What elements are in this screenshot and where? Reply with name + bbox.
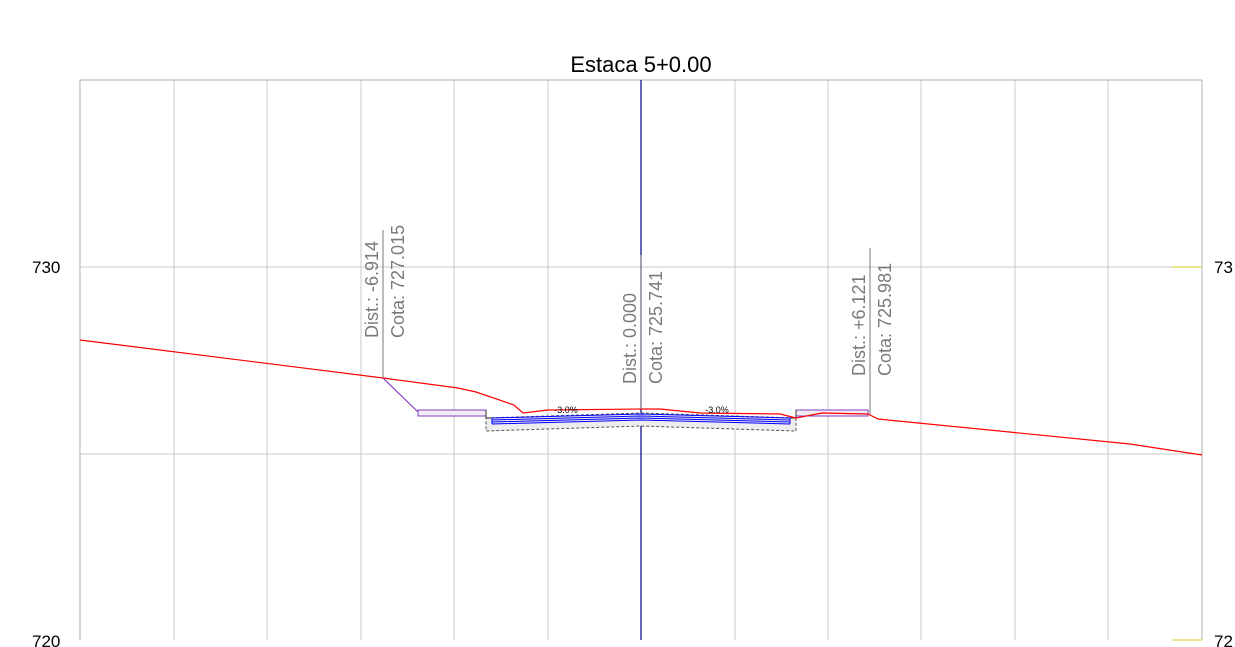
elevation-label-left: 720 <box>32 632 60 647</box>
callout-dist-center: Dist.: 0.000 <box>620 293 640 384</box>
slope-label-right: -3.0% <box>705 405 729 415</box>
curb-left <box>485 410 492 419</box>
callout-dist-right: Dist.: +6.121 <box>849 274 869 376</box>
callout-cota-center: Cota: 725.741 <box>646 271 666 384</box>
callout-cota-left: Cota: 727.015 <box>388 225 408 338</box>
callout-dist-left: Dist.: -6.914 <box>362 241 382 338</box>
slope-label-left: -3.0% <box>554 405 578 415</box>
elevation-label-right: 73 <box>1214 258 1233 277</box>
base-layer <box>485 412 797 432</box>
elevation-label-right: 72 <box>1214 632 1233 647</box>
grid <box>80 80 1202 640</box>
pavement-line <box>491 419 791 425</box>
pavement-layers <box>491 413 791 425</box>
left-shoulder <box>417 409 487 417</box>
cut-slope-left <box>382 377 419 413</box>
callout-cota-right: Cota: 725.981 <box>875 263 895 376</box>
pavement-line <box>491 413 791 419</box>
pavement-line <box>491 417 791 423</box>
section-title: Estaca 5+0.00 <box>570 52 711 77</box>
elevation-label-left: 730 <box>32 258 60 277</box>
pavement-line <box>491 415 791 421</box>
terrain-line <box>79 339 1203 456</box>
